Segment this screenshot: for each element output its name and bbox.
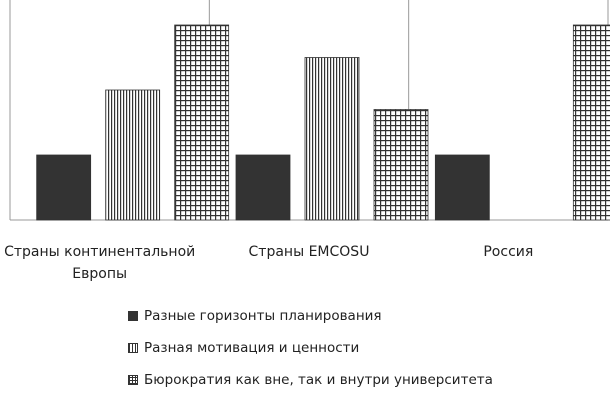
plot-area [9, 0, 610, 221]
x-tick-label: Страны континентальной [4, 244, 195, 260]
legend-label: Разная мотивация и ценности [144, 340, 360, 356]
bar [36, 154, 92, 221]
bar [235, 154, 291, 221]
chart-svg: Страны континентальной Европы Страны EMCOS… [4, 0, 610, 282]
bar [572, 24, 610, 221]
bar [434, 154, 490, 221]
x-tick-label: Европы [72, 266, 127, 282]
bar [373, 109, 429, 221]
legend-swatch-grid [128, 375, 138, 385]
bar [174, 24, 230, 221]
x-axis-labels: Страны континентальной Европы Страны EMCOS… [4, 244, 533, 282]
legend-item-bureaucracy: Бюрократия как вне, так и внутри универс… [128, 370, 598, 390]
legend-label: Бюрократия как вне, так и внутри универс… [144, 372, 493, 388]
legend-swatch-solid [128, 311, 138, 321]
legend-swatch-vertical-lines [128, 343, 138, 353]
legend: Разные горизонты планирования Разная мот… [128, 306, 598, 402]
x-tick-label: Страны EMCOSU [249, 244, 370, 260]
legend-label: Разные горизонты планирования [144, 308, 382, 324]
x-tick-label: Россия [483, 244, 533, 260]
legend-item-motivation-values: Разная мотивация и ценности [128, 338, 598, 358]
bar [304, 57, 360, 221]
legend-item-planning-horizons: Разные горизонты планирования [128, 306, 598, 326]
bar [105, 89, 161, 221]
